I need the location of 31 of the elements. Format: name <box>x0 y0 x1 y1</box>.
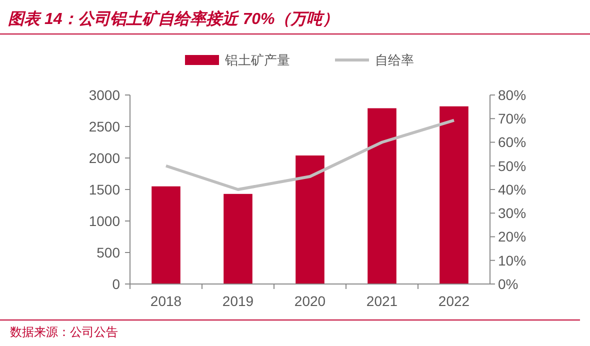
x-tick-label: 2020 <box>294 293 326 309</box>
y2-tick-label: 10% <box>498 252 526 268</box>
bar <box>368 108 396 284</box>
bar <box>440 106 468 284</box>
legend-label: 自给率 <box>375 52 414 68</box>
y2-tick-label: 30% <box>498 205 526 222</box>
y2-tick-label: 20% <box>498 228 526 245</box>
y-tick-label: 500 <box>96 244 120 260</box>
y-tick-label: 0 <box>112 276 120 292</box>
y2-tick-label: 0% <box>498 276 518 292</box>
y-tick-label: 1000 <box>88 212 120 229</box>
bar <box>224 194 252 284</box>
y-tick-label: 2500 <box>88 118 120 134</box>
y-tick-label: 2000 <box>88 150 120 166</box>
x-tick-label: 2021 <box>366 293 398 309</box>
y2-tick-label: 80% <box>498 86 526 103</box>
bar <box>152 186 180 284</box>
y-tick-label: 1500 <box>88 181 120 198</box>
line-series <box>164 118 456 191</box>
y2-tick-label: 40% <box>498 181 526 198</box>
x-tick-label: 2022 <box>438 293 470 309</box>
source-note: 数据来源：公司公告 <box>10 325 118 339</box>
chart-title: 图表 14：公司铝土矿自给率接近 70%（万吨） <box>8 9 339 28</box>
legend-label: 铝土矿产量 <box>224 52 290 68</box>
x-tick-label: 2018 <box>150 293 182 309</box>
y2-tick-label: 60% <box>498 134 526 150</box>
bar <box>296 155 324 284</box>
x-tick-label: 2019 <box>222 293 254 309</box>
y2-tick-label: 50% <box>498 158 526 174</box>
y-tick-label: 3000 <box>88 86 120 103</box>
y2-tick-label: 70% <box>498 110 526 127</box>
